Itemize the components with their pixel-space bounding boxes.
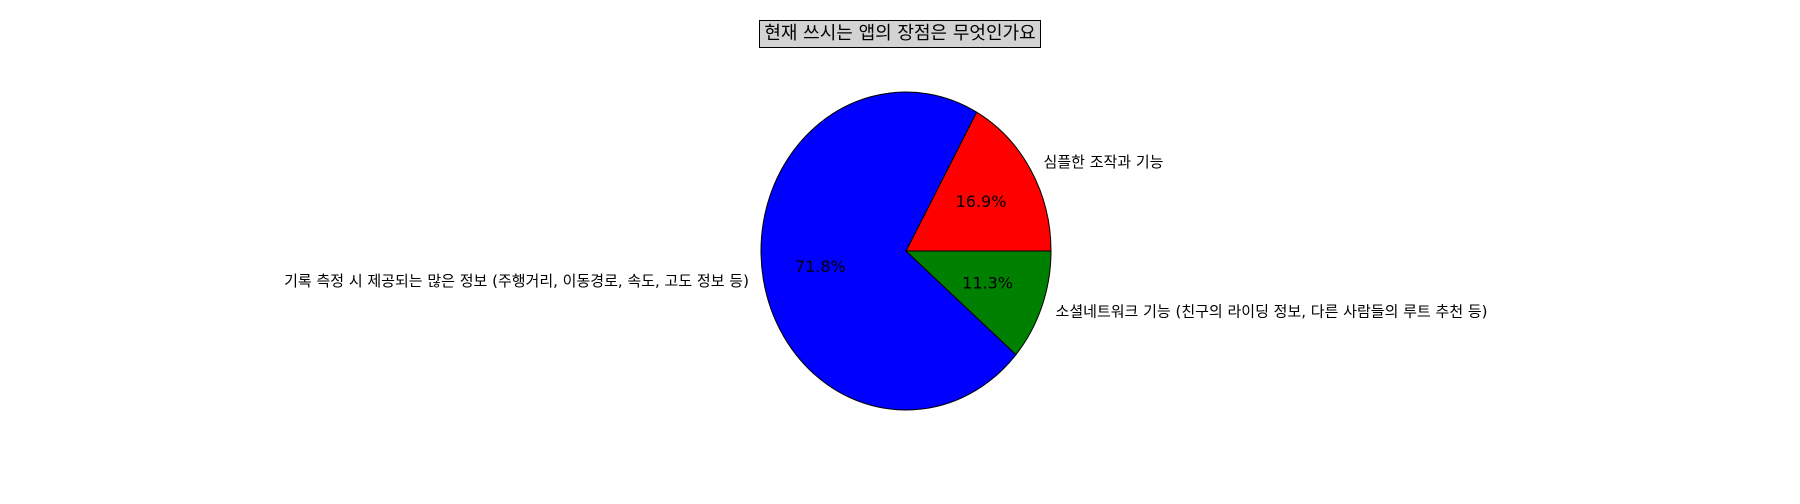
pie-percent-label-2: 11.3% — [962, 274, 1013, 293]
pie-slice-label-0: 심플한 조작과 기능 — [1044, 153, 1164, 171]
pie-slice-2 — [905, 250, 1052, 356]
pie-slice-1 — [760, 91, 1017, 411]
pie-percent-labels: 16.9% 71.8% 11.3% — [795, 192, 1013, 292]
pie-slice-label-2: 소셜네트워크 기능 (친구의 라이딩 정보, 다른 사람들의 루트 추천 등) — [1056, 302, 1488, 320]
pie-slice-0 — [905, 111, 1052, 252]
pie-slice-label-1: 기록 측정 시 제공되는 많은 정보 (주행거리, 이동경로, 속도, 고도 정… — [284, 272, 749, 290]
pie-percent-label-0: 16.9% — [956, 192, 1007, 211]
pie-percent-label-1: 71.8% — [795, 257, 846, 276]
pie-slices — [760, 91, 1052, 411]
